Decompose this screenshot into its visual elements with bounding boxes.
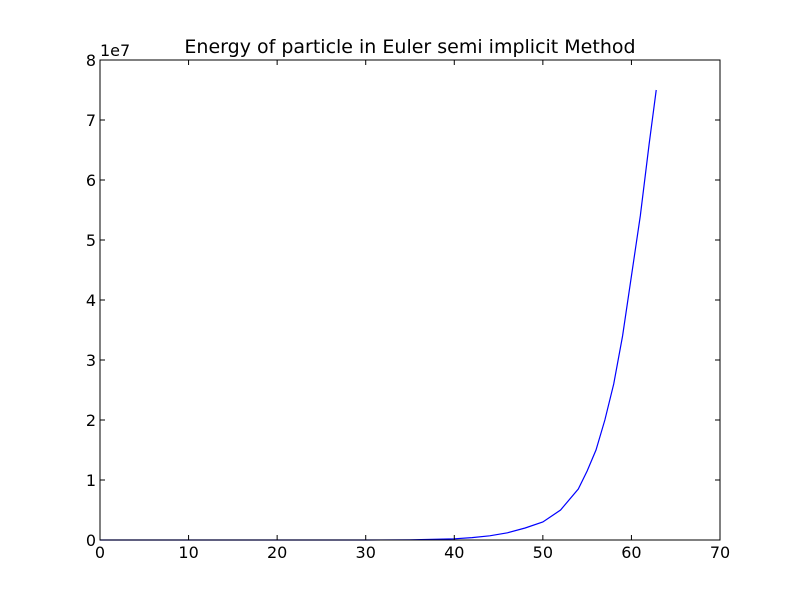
x-tick-label: 50 xyxy=(533,543,553,562)
y-tick-label: 1 xyxy=(86,471,96,490)
axes-frame xyxy=(99,59,721,541)
plot-area xyxy=(100,89,657,541)
y-axis: 0 1 2 3 4 5 6 7 8 xyxy=(86,51,720,550)
x-tick-label: 20 xyxy=(267,543,287,562)
series-line-0 xyxy=(100,89,657,541)
y-tick-label: 8 xyxy=(86,51,96,70)
x-axis: 0 10 20 30 40 50 60 70 xyxy=(95,60,730,562)
y-tick-label: 2 xyxy=(86,411,96,430)
x-tick-label: 40 xyxy=(444,543,464,562)
y-tick-label: 7 xyxy=(86,111,96,130)
x-tick-label: 10 xyxy=(178,543,198,562)
y-axis-offset-label: 1e7 xyxy=(100,41,130,60)
x-tick-label: 30 xyxy=(356,543,376,562)
y-tick-label: 3 xyxy=(86,351,96,370)
x-tick-label: 70 xyxy=(710,543,730,562)
chart-title: Energy of particle in Euler semi implici… xyxy=(184,36,635,58)
x-tick-label: 0 xyxy=(95,543,105,562)
x-tick-label: 60 xyxy=(621,543,641,562)
y-tick-label: 4 xyxy=(86,291,96,310)
y-tick-label: 5 xyxy=(86,231,96,250)
y-tick-label: 6 xyxy=(86,171,96,190)
y-tick-label: 0 xyxy=(86,531,96,550)
